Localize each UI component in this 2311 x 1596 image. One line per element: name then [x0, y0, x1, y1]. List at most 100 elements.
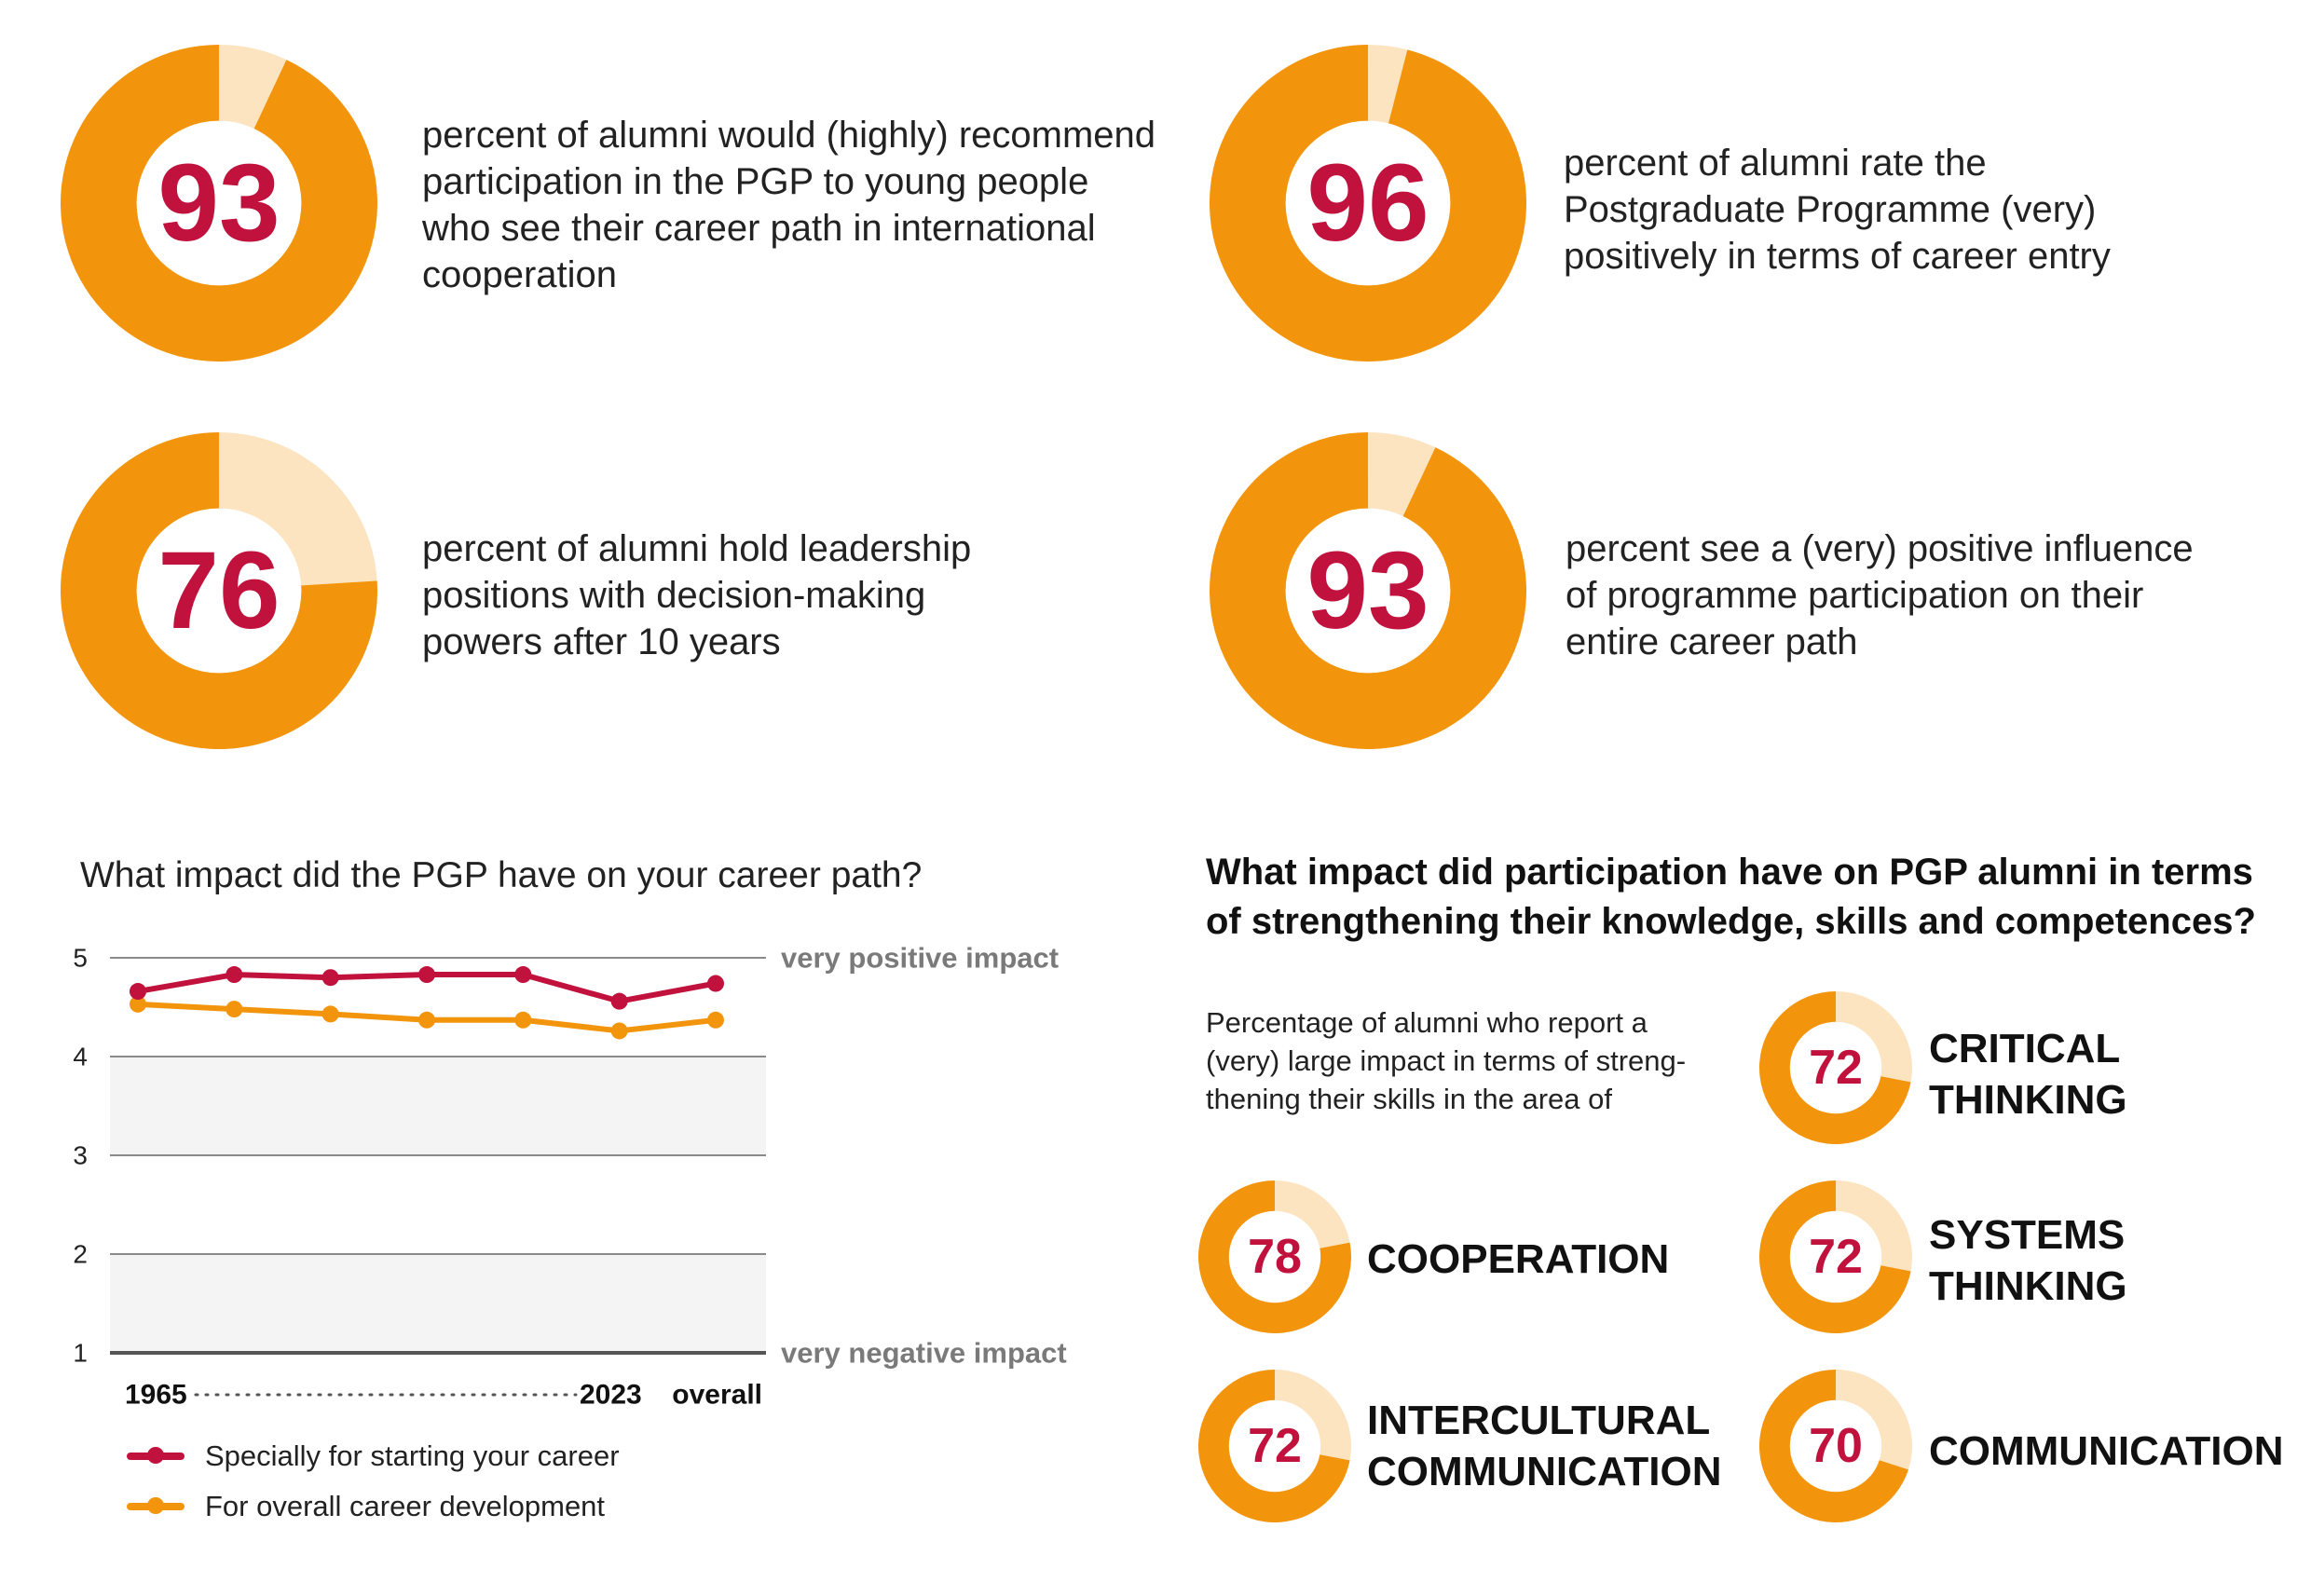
- skills-intro: Percentage of alumni who report a (very)…: [1206, 1003, 1728, 1118]
- label-line: CRITICAL: [1929, 1026, 2121, 1071]
- data-point: [321, 1005, 339, 1023]
- label-line: COMMUNICATION: [1929, 1428, 2284, 1474]
- skill-label-cooperation: COOPERATION: [1367, 1234, 1669, 1285]
- x-tick-label: 1965: [125, 1380, 187, 1411]
- text-line: positions with decision-making: [422, 575, 926, 616]
- donut-chart: 72: [1759, 991, 1912, 1144]
- x-tick-label: overall: [672, 1380, 762, 1411]
- y-tick-label: 4: [73, 1043, 88, 1071]
- text-line: of programme participation on their: [1566, 575, 2144, 616]
- x-tick-label: 2023: [580, 1380, 642, 1411]
- label-line: THINKING: [1929, 1077, 2127, 1123]
- skill-donut-intercultural-communication: 72: [1198, 1370, 1351, 1522]
- donut-hole: [1228, 1399, 1321, 1493]
- skill-label-critical-thinking: CRITICAL THINKING: [1929, 1023, 2127, 1125]
- donut-chart: 76: [61, 432, 378, 749]
- donut-value: 78: [1248, 1230, 1302, 1284]
- data-point: [226, 966, 243, 984]
- donut-value: 96: [1306, 142, 1429, 265]
- label-line: SYSTEMS: [1929, 1212, 2126, 1258]
- legend-item-starting-career: Specially for starting your career: [127, 1439, 620, 1473]
- donut-value: 72: [1248, 1419, 1302, 1473]
- key-figure-donut-2: 96: [1210, 45, 1526, 361]
- key-figure-text-2: percent of alumni rate the Postgraduate …: [1564, 140, 2272, 280]
- donut-value: 93: [157, 142, 280, 265]
- text-line: Postgraduate Programme (very): [1564, 189, 2097, 230]
- donut-chart: 72: [1198, 1370, 1351, 1522]
- donut-hole: [1285, 120, 1451, 286]
- line-chart: 1 2 3 4 5 very positive impact very negative …: [73, 942, 1067, 1411]
- data-point: [610, 992, 628, 1010]
- legend-label: For overall career development: [205, 1490, 606, 1522]
- data-point: [418, 966, 435, 984]
- background-band: [110, 1057, 766, 1155]
- skill-label-intercultural-communication: INTERCULTURAL COMMUNICATION: [1367, 1395, 1721, 1497]
- donut-hole: [136, 508, 302, 674]
- donut-value: 72: [1809, 1230, 1863, 1284]
- data-point: [130, 995, 146, 1013]
- donut-chart: 96: [1210, 45, 1526, 361]
- line-chart-legend: Specially for starting your career For o…: [127, 1439, 620, 1523]
- text-line: cooperation: [422, 254, 618, 295]
- key-figure-text-4: percent see a (very) positive influence …: [1566, 525, 2292, 665]
- background-band: [110, 1254, 766, 1353]
- donut-value: 72: [1809, 1041, 1863, 1095]
- legend-item-overall-career: For overall career development: [127, 1490, 620, 1523]
- donut-hole: [1789, 1399, 1882, 1493]
- y-tick-label: 3: [73, 1141, 88, 1170]
- label-line: COMMUNICATION: [1367, 1449, 1722, 1494]
- series-for-overall-career-development: [130, 995, 724, 1040]
- title-line: of strengthening their knowledge, skills…: [1206, 901, 2256, 942]
- skill-label-communication: COMMUNICATION: [1929, 1425, 2283, 1477]
- donut-value: 70: [1809, 1419, 1863, 1473]
- key-figure-donut-4: 93: [1210, 432, 1526, 749]
- data-point: [514, 1011, 532, 1029]
- text-line: powers after 10 years: [422, 621, 781, 662]
- donut-chart: 93: [61, 45, 378, 362]
- skill-donut-cooperation: 78: [1198, 1180, 1351, 1333]
- skill-label-systems-thinking: SYSTEMS THINKING: [1929, 1209, 2127, 1312]
- donut-hole: [1789, 1210, 1882, 1303]
- skill-donut-communication: 70: [1759, 1370, 1912, 1522]
- donut-chart: 93: [1210, 432, 1526, 749]
- label-line: INTERCULTURAL: [1367, 1398, 1711, 1443]
- line-chart-title: What impact did the PGP have on your car…: [80, 855, 923, 895]
- y-tick-label: 1: [73, 1339, 88, 1368]
- intro-line: Percentage of alumni who report a: [1206, 1006, 1648, 1039]
- title-line: What impact did participation have on PG…: [1206, 852, 2253, 893]
- skill-donut-systems-thinking: 72: [1759, 1180, 1912, 1333]
- donut-chart: 70: [1759, 1370, 1912, 1522]
- skill-donut-critical-thinking: 72: [1759, 991, 1912, 1144]
- legend-swatch-orange: [127, 1497, 185, 1514]
- text-line: percent see a (very) positive influence: [1566, 528, 2194, 569]
- text-line: who see their career path in internation…: [422, 208, 1096, 249]
- donut-hole: [1789, 1021, 1882, 1114]
- key-figure-text-3: percent of alumni hold leadership positi…: [422, 525, 1130, 665]
- annotation-very-positive: very positive impact: [781, 942, 1059, 975]
- y-tick-label: 2: [73, 1240, 88, 1269]
- label-line: THINKING: [1929, 1263, 2127, 1309]
- data-point: [610, 1022, 628, 1040]
- y-tick-label: 5: [73, 944, 88, 973]
- text-line: participation in the PGP to young people: [422, 161, 1089, 202]
- donut-chart: 72: [1759, 1180, 1912, 1333]
- donut-hole: [1228, 1210, 1321, 1303]
- donut-hole: [1285, 508, 1451, 674]
- key-figure-text-1: percent of alumni would (highly) recomme…: [422, 112, 1168, 298]
- text-line: entire career path: [1566, 621, 1858, 662]
- text-line: percent of alumni would (highly) recomme…: [422, 115, 1156, 156]
- donut-hole: [136, 120, 302, 286]
- data-point: [321, 969, 339, 987]
- label-line: COOPERATION: [1367, 1236, 1670, 1282]
- data-point: [707, 975, 724, 992]
- intro-line: thening their skills in the area of: [1206, 1083, 1612, 1115]
- data-point: [130, 983, 146, 1001]
- data-point: [514, 966, 532, 984]
- data-point: [226, 1001, 243, 1018]
- data-point: [707, 1011, 724, 1029]
- legend-label: Specially for starting your career: [205, 1439, 620, 1472]
- donut-value: 76: [157, 529, 280, 652]
- legend-swatch-red: [127, 1447, 185, 1464]
- annotation-very-negative: very negative impact: [781, 1337, 1067, 1370]
- skills-title: What impact did participation have on PG…: [1206, 848, 2296, 947]
